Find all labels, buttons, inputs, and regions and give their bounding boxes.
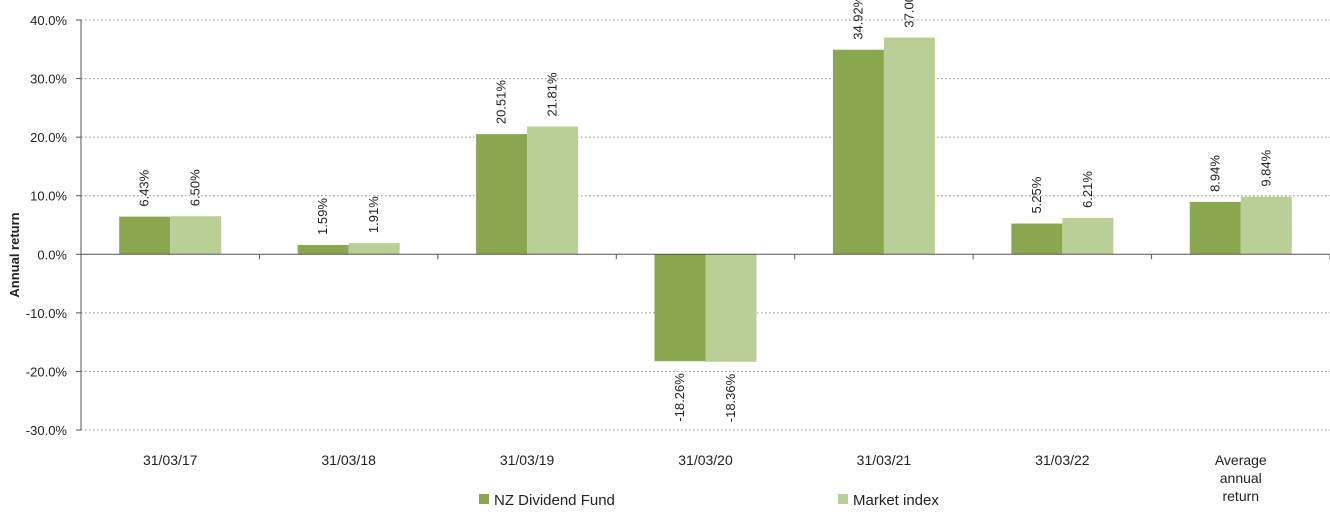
y-tick-label: -10.0%: [26, 306, 68, 321]
category-label: return: [1222, 488, 1259, 504]
axes: [80, 20, 1330, 430]
category-label: 31/03/19: [500, 452, 555, 468]
bar-nz-dividend-fund: [476, 134, 528, 255]
data-label-nz-dividend-fund: 6.43%: [137, 169, 152, 206]
y-tick-label: 20.0%: [30, 130, 67, 145]
category-labels: 31/03/17 31/03/18 31/03/19 31/03/20 31/03/21…: [143, 452, 1267, 504]
data-label-nz-dividend-fund: 8.94%: [1207, 155, 1222, 192]
bar-market-index: [705, 254, 757, 362]
data-label-market-index: 9.84%: [1258, 149, 1273, 186]
legend-swatch-nz-dividend-fund: [479, 494, 489, 504]
category-label: Average: [1215, 452, 1267, 468]
data-label-market-index: 1.91%: [366, 196, 381, 233]
data-label-nz-dividend-fund: 5.25%: [1029, 176, 1044, 213]
category-label: annual: [1220, 470, 1262, 486]
bar-nz-dividend-fund: [1011, 223, 1063, 255]
category-label: 31/03/20: [678, 452, 733, 468]
legend-label-market-index: Market index: [853, 492, 939, 509]
data-label-nz-dividend-fund: 1.59%: [315, 198, 330, 235]
data-label-market-index: 21.81%: [545, 72, 560, 117]
bar-nz-dividend-fund: [119, 216, 171, 255]
y-axis-title: Annual return: [7, 212, 22, 297]
y-tick-label: 30.0%: [30, 72, 67, 87]
bar-nz-dividend-fund: [654, 254, 706, 362]
category-label: 31/03/17: [143, 452, 198, 468]
bars: [119, 37, 1292, 362]
data-label-market-index: -18.36%: [723, 373, 738, 422]
bar-nz-dividend-fund: [832, 49, 884, 255]
data-label-market-index: 6.21%: [1080, 171, 1095, 208]
bar-market-index: [1062, 217, 1114, 255]
data-label-market-index: 37.00%: [901, 0, 916, 28]
category-label: 31/03/18: [321, 452, 376, 468]
bar-market-index: [1240, 196, 1292, 255]
legend-swatch-market-index: [838, 494, 848, 504]
bar-market-index: [170, 216, 222, 255]
bar-market-index: [527, 126, 579, 255]
data-label-market-index: 6.50%: [188, 169, 203, 206]
y-tick-label: -20.0%: [26, 364, 68, 379]
data-label-nz-dividend-fund: 20.51%: [494, 80, 509, 125]
y-tick-label: -30.0%: [26, 423, 68, 438]
y-tick-label: 40.0%: [30, 13, 67, 28]
category-label: 31/03/22: [1035, 452, 1090, 468]
bar-market-index: [348, 243, 400, 255]
category-label: 31/03/21: [857, 452, 912, 468]
bar-market-index: [883, 37, 935, 255]
bar-nz-dividend-fund: [297, 244, 349, 255]
legend: NZ Dividend Fund Market index: [479, 492, 939, 509]
data-label-nz-dividend-fund: 34.92%: [850, 0, 865, 40]
gridlines: [81, 19, 1330, 431]
data-labels: 6.43% 6.50% 1.59% 1.91% 20.51% 21.81% -18.26% -…: [137, 0, 1274, 422]
y-axis-ticks: -30.0% -20.0% -10.0% 0.0% 10.0% 20.0% 30.0% 40.…: [26, 13, 81, 438]
y-tick-label: 0.0%: [37, 247, 67, 262]
bar-nz-dividend-fund: [1189, 201, 1241, 255]
y-tick-label: 10.0%: [30, 189, 67, 204]
data-label-nz-dividend-fund: -18.26%: [672, 373, 687, 422]
legend-label-nz-dividend-fund: NZ Dividend Fund: [494, 492, 615, 509]
